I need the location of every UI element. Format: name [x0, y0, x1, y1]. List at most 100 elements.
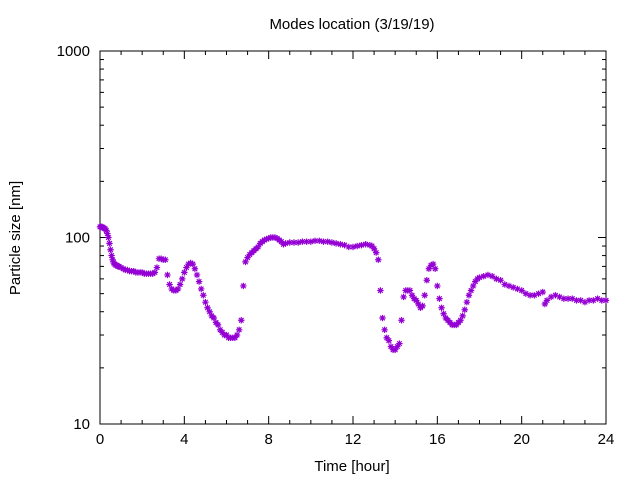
data-point — [204, 304, 211, 311]
data-point — [398, 317, 405, 324]
data-point — [107, 246, 114, 253]
data-point — [271, 234, 279, 241]
data-point — [124, 266, 131, 274]
data-point — [130, 267, 137, 275]
data-point — [280, 241, 287, 248]
data-point — [501, 281, 508, 288]
data-point — [138, 269, 146, 276]
y-tick-label: 10 — [73, 416, 90, 433]
data-point — [552, 292, 559, 299]
data-point — [176, 281, 184, 288]
data-point — [421, 292, 428, 299]
data-point — [362, 241, 369, 248]
data-point — [505, 282, 513, 290]
data-point — [465, 292, 473, 299]
y-axis-label: Particle size [nm] — [7, 181, 24, 295]
data-point — [103, 227, 110, 234]
data-point — [415, 300, 422, 308]
x-tick-label: 0 — [96, 431, 104, 448]
data-points — [96, 223, 610, 353]
data-point — [375, 256, 382, 263]
data-point — [377, 287, 384, 294]
data-point — [231, 334, 239, 341]
data-point — [185, 260, 192, 268]
data-point — [436, 295, 443, 302]
data-point — [400, 293, 407, 301]
data-point — [206, 308, 213, 315]
data-point — [396, 340, 403, 347]
data-point — [210, 314, 218, 322]
data-point — [320, 238, 327, 245]
data-point — [337, 241, 344, 248]
data-point — [581, 298, 589, 306]
data-point — [240, 282, 247, 290]
data-point — [181, 269, 188, 276]
data-point — [119, 265, 127, 272]
data-point — [290, 239, 298, 246]
data-point — [598, 297, 605, 304]
data-point — [413, 297, 420, 304]
data-point — [427, 262, 435, 269]
data-point — [461, 306, 468, 313]
data-point — [179, 275, 186, 283]
data-point — [254, 243, 262, 251]
data-point — [602, 297, 610, 304]
data-point — [303, 238, 310, 245]
data-point — [294, 239, 302, 246]
data-point — [425, 265, 433, 272]
data-point — [316, 237, 323, 245]
data-point — [151, 269, 159, 276]
data-point — [387, 343, 395, 350]
data-point — [105, 234, 112, 241]
data-point — [493, 275, 500, 283]
data-point — [164, 271, 171, 279]
data-point — [332, 240, 340, 247]
data-point — [200, 292, 207, 299]
data-point — [383, 334, 390, 341]
data-point — [372, 249, 380, 256]
data-point — [469, 282, 477, 290]
data-point — [531, 292, 538, 299]
data-point — [541, 300, 549, 308]
data-point — [166, 281, 173, 288]
data-point — [510, 284, 517, 291]
data-point — [104, 230, 111, 237]
data-point — [406, 287, 414, 294]
data-point — [560, 295, 568, 302]
data-point — [432, 265, 439, 272]
data-point — [556, 293, 563, 301]
data-point — [381, 326, 388, 333]
data-point — [467, 287, 475, 294]
data-point — [463, 298, 471, 306]
data-point — [526, 292, 534, 299]
data-point — [349, 243, 357, 251]
data-point — [472, 278, 479, 285]
data-point — [286, 239, 293, 246]
data-point — [419, 302, 426, 310]
data-point — [187, 259, 194, 267]
x-tick-label: 16 — [429, 431, 446, 448]
data-point — [307, 238, 315, 245]
x-tick-label: 12 — [345, 431, 362, 448]
data-point — [183, 264, 190, 271]
chart-title: Modes location (3/19/19) — [269, 16, 434, 33]
data-point — [189, 260, 196, 268]
data-point — [459, 312, 466, 320]
x-tick-label: 4 — [180, 431, 188, 448]
data-point — [238, 317, 245, 324]
data-point — [394, 343, 401, 350]
data-point — [311, 237, 319, 245]
data-point — [434, 282, 441, 290]
data-point — [480, 273, 487, 280]
data-point — [522, 290, 530, 297]
data-point — [106, 240, 113, 247]
data-point — [174, 285, 182, 293]
data-point — [385, 337, 393, 344]
data-point — [242, 258, 249, 266]
data-point — [345, 243, 352, 251]
data-point — [457, 317, 464, 324]
plot-frame — [99, 50, 607, 425]
data-point — [366, 241, 374, 249]
data-point — [214, 321, 222, 329]
